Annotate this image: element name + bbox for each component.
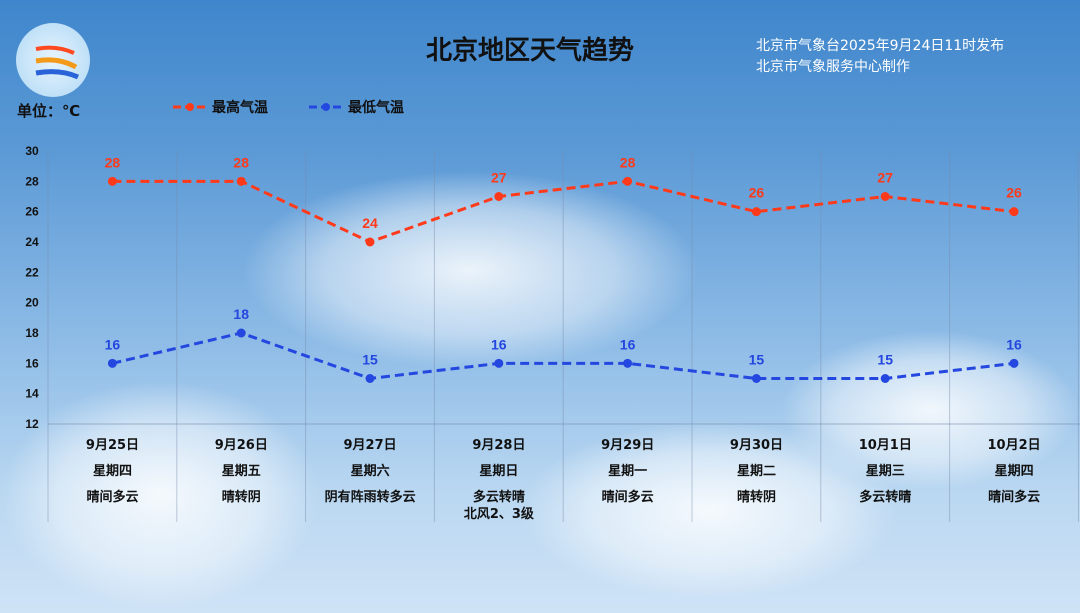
day-column: 9月28日星期日多云转晴北风2、3级	[434, 433, 563, 523]
legend-low: 最低气温	[308, 97, 404, 117]
weather-label: 晴间多云	[86, 490, 139, 505]
date-label: 10月2日	[987, 438, 1041, 453]
data-point	[1009, 358, 1019, 368]
weekday-label: 星期一	[608, 464, 648, 479]
data-point	[623, 358, 633, 368]
data-point	[880, 192, 890, 201]
data-label: 28	[105, 154, 121, 170]
data-label: 18	[233, 306, 249, 322]
y-tick-label: 16	[25, 356, 39, 370]
data-point	[880, 374, 890, 383]
y-tick-label: 24	[25, 235, 39, 249]
data-label: 26	[749, 185, 765, 201]
meteorological-service-logo	[16, 23, 90, 97]
data-point	[623, 176, 633, 186]
weekday-label: 星期日	[479, 464, 519, 479]
date-label: 9月27日	[343, 438, 397, 453]
series-line-high	[112, 179, 1015, 244]
data-point	[1009, 207, 1019, 217]
y-tick-label: 18	[25, 326, 39, 340]
data-point	[494, 358, 504, 368]
data-point	[365, 237, 375, 247]
cloud	[0, 380, 320, 610]
data-label: 15	[749, 352, 765, 368]
date-label: 9月25日	[85, 438, 140, 453]
data-point	[494, 192, 504, 201]
data-point	[236, 328, 246, 338]
date-label: 9月28日	[472, 438, 526, 453]
y-tick-label: 26	[25, 205, 39, 219]
day-column: 9月30日星期二晴转阴	[692, 433, 821, 511]
y-tick-label: 20	[25, 296, 39, 310]
data-label: 16	[491, 336, 507, 352]
weather-label: 晴转阴	[736, 490, 776, 505]
y-tick-label: 22	[25, 265, 39, 279]
weekday-label: 星期四	[994, 464, 1034, 479]
data-label: 16	[105, 336, 121, 352]
page-title: 北京地区天气趋势	[425, 36, 634, 66]
weekday-label: 星期六	[350, 464, 390, 479]
weekday-label: 星期五	[221, 464, 261, 479]
data-label: 27	[877, 170, 893, 186]
legend-low-label: 最低气温	[348, 100, 404, 116]
unit-label: 单位：℃	[17, 102, 81, 120]
data-label: 26	[1006, 185, 1022, 201]
weather-label: 多云转晴	[859, 490, 912, 505]
cloud	[240, 170, 700, 370]
y-tick-label: 14	[25, 387, 39, 401]
weekday-label: 星期二	[736, 464, 776, 479]
day-column: 10月1日星期三多云转晴	[821, 433, 950, 511]
weekday-label: 星期四	[92, 464, 132, 479]
weekday-label: 星期三	[865, 464, 905, 479]
data-label: 28	[233, 154, 249, 170]
producer-info: 北京市气象服务中心制作	[756, 59, 910, 75]
weather-label: 晴间多云	[988, 490, 1041, 505]
publish-info: 北京市气象台2025年9月24日11时发布	[756, 38, 1005, 54]
day-column: 10月2日星期四晴间多云	[950, 433, 1079, 511]
data-point	[365, 374, 375, 383]
legend-high: 最高气温	[172, 97, 268, 117]
data-label: 16	[1006, 336, 1022, 352]
data-label: 24	[362, 215, 378, 231]
data-point	[751, 374, 761, 383]
data-point	[107, 176, 117, 186]
weather-label: 阴有阵雨转多云	[324, 490, 416, 505]
date-label: 9月29日	[601, 438, 655, 453]
wind-label: 北风2、3级	[463, 507, 534, 522]
data-point	[236, 176, 246, 186]
data-label: 15	[362, 352, 378, 368]
data-point	[107, 358, 117, 368]
date-label: 9月30日	[729, 438, 784, 453]
day-column: 9月27日星期六阴有阵雨转多云	[306, 433, 435, 511]
data-point	[751, 207, 761, 217]
day-column: 9月29日星期一晴间多云	[563, 433, 692, 511]
day-column: 9月25日星期四晴间多云	[48, 433, 177, 511]
date-label: 9月26日	[214, 438, 268, 453]
y-tick-label: 28	[25, 174, 39, 188]
weather-label: 多云转晴	[472, 490, 525, 505]
weather-label: 晴转阴	[221, 490, 261, 505]
legend-high-label: 最高气温	[212, 100, 268, 116]
series-line-low	[112, 331, 1015, 381]
y-tick-label: 30	[25, 144, 39, 158]
date-label: 10月1日	[858, 438, 912, 453]
data-label: 16	[620, 336, 636, 352]
data-label: 28	[620, 154, 636, 170]
data-label: 27	[491, 170, 507, 186]
y-tick-label: 12	[25, 417, 39, 431]
data-label: 15	[877, 352, 893, 368]
weather-label: 晴间多云	[601, 490, 654, 505]
day-column: 9月26日星期五晴转阴	[177, 433, 306, 511]
cloud	[520, 420, 900, 600]
